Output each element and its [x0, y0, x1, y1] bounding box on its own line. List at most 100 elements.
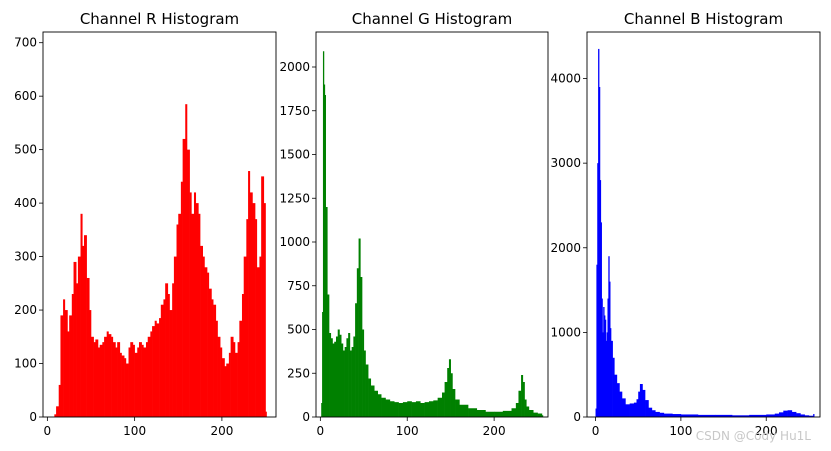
y-tick-label: 1000 [550, 325, 581, 339]
histogram-bar [172, 283, 175, 417]
histogram-bar [213, 304, 217, 417]
histogram-bar [344, 347, 347, 417]
histogram-bar [71, 294, 74, 417]
histogram-bar [642, 389, 646, 417]
y-tick-label: 2000 [550, 241, 581, 255]
histogram-bar [537, 413, 543, 417]
histogram-bar [356, 268, 359, 417]
histogram-bar [143, 347, 147, 417]
histogram-bar [645, 400, 649, 417]
histogram-bar [121, 355, 125, 417]
y-tick-label: 100 [14, 357, 37, 371]
histogram-bar [680, 414, 699, 417]
histogram-bar [93, 342, 96, 417]
histogram-bar [612, 357, 615, 417]
histogram-bar [411, 402, 417, 418]
histogram-bar [124, 358, 127, 417]
y-tick-label: 500 [14, 143, 37, 157]
histogram-bar [526, 406, 530, 417]
histogram-bar [599, 180, 602, 417]
histogram-bar [150, 331, 153, 417]
histogram-bar [604, 315, 606, 417]
histogram-bar [323, 84, 326, 417]
histogram-bar [437, 397, 443, 417]
histogram-bar [370, 385, 375, 417]
histogram-bar [629, 403, 635, 417]
y-tick-label: 300 [14, 250, 37, 264]
histogram-bar [783, 410, 788, 417]
histogram-bar [787, 410, 793, 417]
histogram-bar [774, 413, 780, 417]
histogram-bar [813, 414, 815, 417]
histogram-bar [221, 358, 225, 417]
histogram-bar [195, 203, 199, 417]
histogram-bar [185, 104, 188, 417]
histogram-bar [800, 414, 805, 417]
histogram-bar [324, 95, 326, 417]
histogram-bar [749, 414, 767, 417]
histogram-bar [154, 320, 157, 417]
histogram-bar [358, 238, 361, 417]
histogram-bar [56, 406, 60, 417]
histogram-bar [381, 397, 386, 417]
histogram-bar [208, 288, 212, 417]
histogram-bar [341, 343, 344, 417]
histogram-bar [263, 203, 266, 417]
histogram-bar [603, 307, 605, 417]
histogram-bar [598, 87, 601, 417]
histogram-bar [697, 414, 716, 417]
histogram-bar [420, 403, 425, 417]
histogram-bar [349, 350, 352, 417]
histogram-bar [117, 342, 121, 417]
y-tick-label: 0 [29, 410, 37, 424]
histogram-bar [608, 256, 610, 417]
histogram-bar [605, 340, 608, 417]
histogram-bar [604, 319, 607, 417]
histogram-bar [625, 404, 630, 417]
histogram-bar [265, 411, 267, 417]
histogram-bar [447, 368, 450, 417]
histogram-bar [80, 213, 83, 417]
histogram-bar [152, 326, 155, 417]
histogram-bar [119, 352, 122, 417]
histogram-bar [444, 382, 448, 417]
histogram-bar [522, 382, 525, 417]
histogram-bar [638, 391, 641, 417]
y-tick-label: 0 [302, 410, 310, 424]
histogram-bar [348, 333, 351, 417]
histogram-bar [111, 336, 114, 417]
histogram-bar [160, 304, 164, 417]
chart-title: Channel B Histogram [624, 10, 783, 28]
histogram-bar [137, 347, 140, 417]
histogram-bar [91, 336, 94, 417]
histogram-bar [374, 390, 378, 417]
histogram-bar [132, 344, 135, 417]
histogram-bar [217, 336, 221, 417]
histogram-bar [99, 344, 103, 417]
histogram-bar [182, 138, 186, 417]
histogram-bar [452, 389, 456, 417]
x-tick-label: 100 [123, 424, 146, 438]
histogram-bar [134, 352, 138, 417]
histogram-bar [334, 341, 337, 417]
histogram-bar [450, 373, 453, 417]
y-tick-label: 2000 [279, 60, 310, 74]
histogram-bar [636, 399, 639, 417]
channel-r-panel: Channel R Histogram 0 100 200 0 100 200 300 400… [14, 10, 277, 438]
y-tick-label: 500 [287, 323, 310, 337]
histogram-bar [86, 277, 90, 417]
histogram-bar [424, 402, 430, 418]
histogram-bar [84, 235, 87, 417]
histogram-bar [63, 299, 66, 417]
histogram-bar [353, 336, 356, 417]
histogram-bar [791, 411, 797, 417]
histogram-bar [248, 171, 251, 417]
y-tick-label: 0 [573, 410, 581, 424]
histogram-bar [389, 401, 395, 417]
histogram-bar [468, 408, 478, 417]
y-tick-label: 1500 [279, 148, 310, 162]
histogram-bar [159, 318, 162, 417]
histogram-bar [330, 338, 333, 417]
histogram-bar [607, 298, 609, 417]
histogram-bar [715, 414, 733, 417]
